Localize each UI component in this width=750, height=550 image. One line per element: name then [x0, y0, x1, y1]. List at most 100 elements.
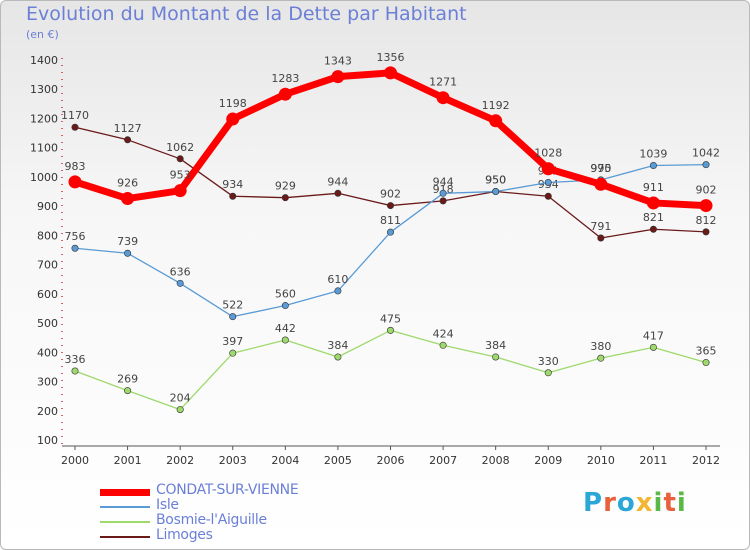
data-label: 417: [643, 329, 664, 342]
data-label: 902: [696, 184, 717, 197]
data-point: [702, 228, 710, 236]
data-point: [544, 192, 552, 200]
y-tick-label: 600: [37, 288, 58, 301]
data-point: [649, 343, 657, 351]
data-label: 330: [538, 355, 559, 368]
data-label: 1039: [639, 148, 667, 161]
y-tick-label: 400: [37, 346, 58, 359]
y-tick-label: 200: [37, 405, 58, 418]
logo-letter: t: [663, 488, 677, 518]
data-point: [281, 194, 289, 202]
data-point: [176, 406, 184, 414]
data-point: [649, 162, 657, 170]
data-label: 204: [170, 392, 191, 405]
data-label: 380: [590, 340, 611, 353]
data-point: [492, 188, 500, 196]
data-label: 944: [433, 175, 454, 188]
data-point: [439, 341, 447, 349]
data-label: 365: [696, 345, 717, 358]
data-point: [229, 192, 237, 200]
data-point: [334, 353, 342, 361]
logo-letter: P: [583, 488, 604, 518]
logo-letter: o: [616, 488, 636, 518]
data-point: [229, 313, 237, 321]
series-line-condat-sur-vienne: [71, 69, 710, 210]
series-condat-sur-vienne: 983 926 953 1198 1283 1343 1356 1271 1192 1028 975…: [65, 51, 717, 213]
data-point: [646, 196, 660, 210]
data-label: 926: [117, 177, 138, 190]
x-tick-label: 2000: [61, 454, 89, 467]
y-tick-label: 100: [37, 434, 58, 447]
data-label: 442: [275, 322, 296, 335]
data-point: [386, 228, 394, 236]
legend-swatch: [100, 536, 150, 538]
data-point: [226, 112, 240, 126]
data-label: 384: [327, 339, 348, 352]
data-point: [386, 202, 394, 210]
data-point: [331, 70, 345, 84]
series-isle: 7567396365225606108119449509819901039104…: [65, 147, 720, 321]
data-point: [597, 234, 605, 242]
data-label: 475: [380, 312, 401, 325]
data-label: 934: [222, 178, 243, 191]
data-point: [176, 279, 184, 287]
data-label: 1283: [271, 72, 299, 85]
legend-label: Bosmie-l'Aiguille: [156, 512, 267, 528]
logo-letter: i: [653, 488, 664, 518]
data-point: [281, 336, 289, 344]
data-label: 950: [485, 174, 506, 187]
chart-title: Evolution du Montant de la Dette par Hab…: [26, 3, 467, 25]
logo-letter: i: [676, 488, 687, 518]
data-label: 269: [117, 373, 138, 386]
x-tick-label: 2010: [587, 454, 615, 467]
data-label: 812: [696, 214, 717, 227]
data-label: 975: [590, 162, 611, 175]
data-point: [384, 66, 397, 80]
x-tick-label: 2012: [692, 454, 720, 467]
data-label: 821: [643, 211, 664, 224]
y-tick-label: 900: [37, 200, 58, 213]
data-label: 336: [65, 353, 86, 366]
data-point: [649, 225, 657, 233]
x-tick-label: 2007: [429, 454, 457, 467]
data-label: 950: [485, 174, 506, 187]
series-bosmie-l-aiguille: 336 269 204 397 442 384 475 424 384 330 380 417 365: [65, 312, 717, 414]
data-label: 384: [485, 339, 506, 352]
x-tick-label: 2011: [639, 454, 667, 467]
data-label: 944: [327, 175, 348, 188]
y-tick-label: 700: [37, 259, 58, 272]
data-point: [386, 326, 394, 334]
legend-swatch: [100, 489, 150, 496]
data-point: [439, 197, 447, 205]
data-point: [176, 155, 184, 163]
data-point: [71, 123, 79, 131]
data-label: 811: [380, 214, 401, 227]
data-label: 636: [170, 265, 191, 278]
y-tick-label: 1000: [30, 171, 58, 184]
data-label: 929: [275, 180, 296, 193]
x-tick-label: 2005: [324, 454, 352, 467]
data-point: [702, 161, 710, 169]
data-label: 424: [433, 327, 454, 340]
data-point: [702, 359, 710, 367]
logo-letter: x: [635, 488, 654, 518]
data-label: 1028: [534, 147, 562, 160]
data-point: [544, 178, 552, 186]
data-point: [124, 136, 132, 144]
data-label: 1356: [377, 51, 405, 64]
series-limoges: 1170112710629349299449029189509347918218…: [61, 109, 717, 242]
data-point: [173, 184, 187, 198]
data-label: 1042: [692, 147, 720, 160]
data-label: 1127: [114, 122, 142, 135]
data-point: [124, 387, 132, 395]
y-tick-label: 500: [37, 317, 58, 330]
data-label: 990: [590, 162, 611, 175]
data-label: 1271: [429, 76, 457, 89]
y-tick-label: 1300: [30, 83, 58, 96]
data-point: [334, 287, 342, 295]
data-point: [229, 349, 237, 357]
data-label: 902: [380, 188, 401, 201]
y-tick-label: 300: [37, 376, 58, 389]
data-label: 610: [327, 273, 348, 286]
